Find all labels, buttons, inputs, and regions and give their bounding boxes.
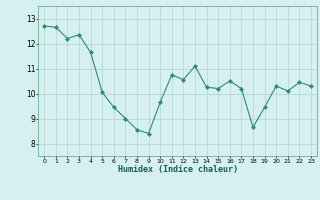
X-axis label: Humidex (Indice chaleur): Humidex (Indice chaleur) [118,165,238,174]
